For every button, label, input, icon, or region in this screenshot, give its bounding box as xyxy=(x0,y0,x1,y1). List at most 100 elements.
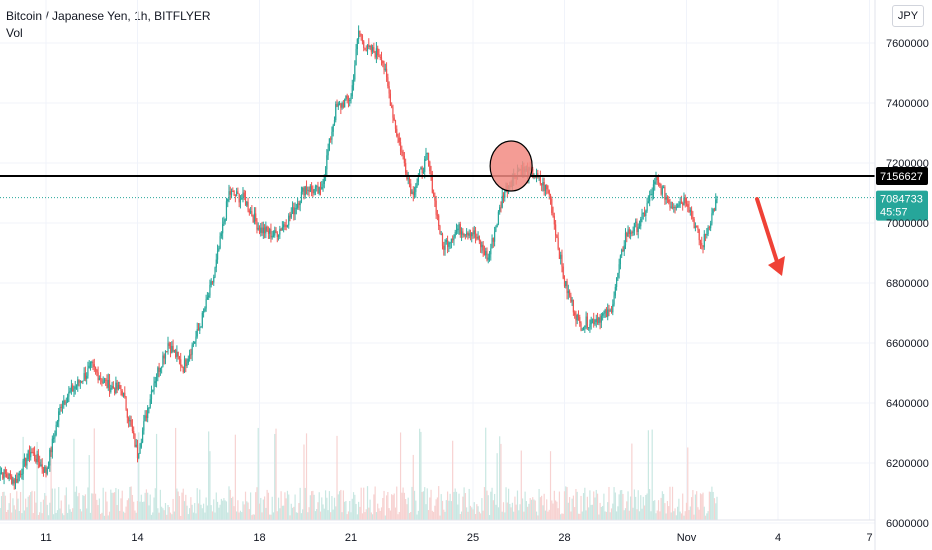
volume-bar xyxy=(641,508,643,520)
volume-bar xyxy=(558,491,561,520)
volume-bar xyxy=(677,506,679,520)
volume-bar xyxy=(551,500,553,520)
candle-body xyxy=(421,167,423,173)
x-tick-label: Nov xyxy=(677,532,697,544)
candle-body xyxy=(286,225,289,228)
candle-body xyxy=(444,241,446,250)
volume-bar xyxy=(627,491,629,520)
candle-body xyxy=(570,295,572,302)
volume-bar xyxy=(698,509,700,520)
candle-body xyxy=(6,473,8,477)
symbol-title[interactable]: Bitcoin / Japanese Yen, 1h, BITFLYER xyxy=(6,9,211,23)
volume-bar xyxy=(182,488,184,520)
candle-body xyxy=(354,65,356,80)
candle-body xyxy=(70,385,73,391)
candle-body xyxy=(616,277,618,287)
volume-bar xyxy=(140,494,142,520)
candle-body xyxy=(218,248,220,252)
volume-bar xyxy=(313,494,315,520)
volume-bar xyxy=(421,491,423,520)
volume-bar xyxy=(105,491,107,520)
candle-body xyxy=(206,297,208,300)
candle-body xyxy=(429,161,431,172)
volume-bar xyxy=(572,495,574,520)
candle-body xyxy=(596,318,599,323)
volume-bar xyxy=(504,512,506,520)
candle-body xyxy=(304,186,306,196)
candle-body xyxy=(345,95,347,100)
volume-bar xyxy=(407,497,409,520)
candle-body xyxy=(89,362,92,366)
volume-bar xyxy=(77,496,79,520)
candle-body xyxy=(696,225,698,227)
volume-bar xyxy=(586,496,588,520)
volume-bar xyxy=(352,492,355,520)
volume-bar xyxy=(148,505,150,520)
volume-bar xyxy=(628,510,630,520)
volume-bar xyxy=(637,490,639,520)
candle-body xyxy=(209,284,211,296)
volume-bar xyxy=(98,498,100,520)
volume-bar xyxy=(459,514,461,520)
candle-body xyxy=(18,473,20,476)
candle-body xyxy=(317,186,319,194)
volume-bar xyxy=(73,438,75,520)
volume-bar xyxy=(214,512,216,520)
volume-bar xyxy=(448,500,450,520)
candle-body xyxy=(384,68,386,70)
candle-body xyxy=(335,103,337,121)
volume-bar xyxy=(654,500,656,520)
candle-body xyxy=(360,33,362,36)
current-price-badge xyxy=(876,190,928,221)
volume-indicator-label[interactable]: Vol xyxy=(6,26,23,40)
candle-body xyxy=(678,204,680,207)
candle-body xyxy=(83,373,85,381)
volume-bar xyxy=(75,486,78,520)
candle-body xyxy=(589,324,591,328)
candle-body xyxy=(102,381,104,383)
candle-body xyxy=(655,176,657,182)
candle-body xyxy=(281,227,283,231)
candle-body xyxy=(669,202,671,208)
candle-body xyxy=(595,318,597,322)
volume-bar xyxy=(0,508,1,520)
currency-button[interactable]: JPY xyxy=(892,5,924,27)
candle-body xyxy=(185,359,187,367)
volume-bar xyxy=(487,495,489,520)
candle-body xyxy=(422,171,425,173)
volume-bar xyxy=(70,511,73,520)
y-tick-label: 7200000 xyxy=(886,158,929,170)
candle-body xyxy=(328,138,330,150)
volume-bar xyxy=(299,487,301,520)
volume-bar xyxy=(403,492,405,520)
volume-bar xyxy=(108,511,111,520)
candle-body xyxy=(41,464,43,469)
candle-body xyxy=(399,142,402,152)
volume-bar xyxy=(696,491,698,520)
volume-bar xyxy=(468,488,470,520)
candle-body xyxy=(257,227,259,230)
candle-body xyxy=(534,177,536,179)
volume-bar xyxy=(599,502,601,520)
candle-body xyxy=(415,186,417,192)
candle-body xyxy=(279,229,281,235)
candle-body xyxy=(239,199,242,203)
volume-bar xyxy=(284,492,286,520)
volume-bar xyxy=(134,510,136,520)
candle-body xyxy=(679,201,681,205)
volume-bar xyxy=(233,506,235,520)
candle-body xyxy=(56,421,59,425)
candle-body xyxy=(458,223,460,229)
volume-bar xyxy=(115,487,117,520)
candle-body xyxy=(94,367,97,370)
volume-bar xyxy=(392,495,394,520)
volume-bar xyxy=(452,440,454,520)
volume-bar xyxy=(33,491,36,520)
candle-body xyxy=(58,411,60,422)
volume-bar xyxy=(393,493,395,520)
candle-body xyxy=(496,223,498,227)
candle-body xyxy=(657,180,660,183)
volume-bar xyxy=(674,508,676,520)
volume-bar xyxy=(427,510,430,520)
